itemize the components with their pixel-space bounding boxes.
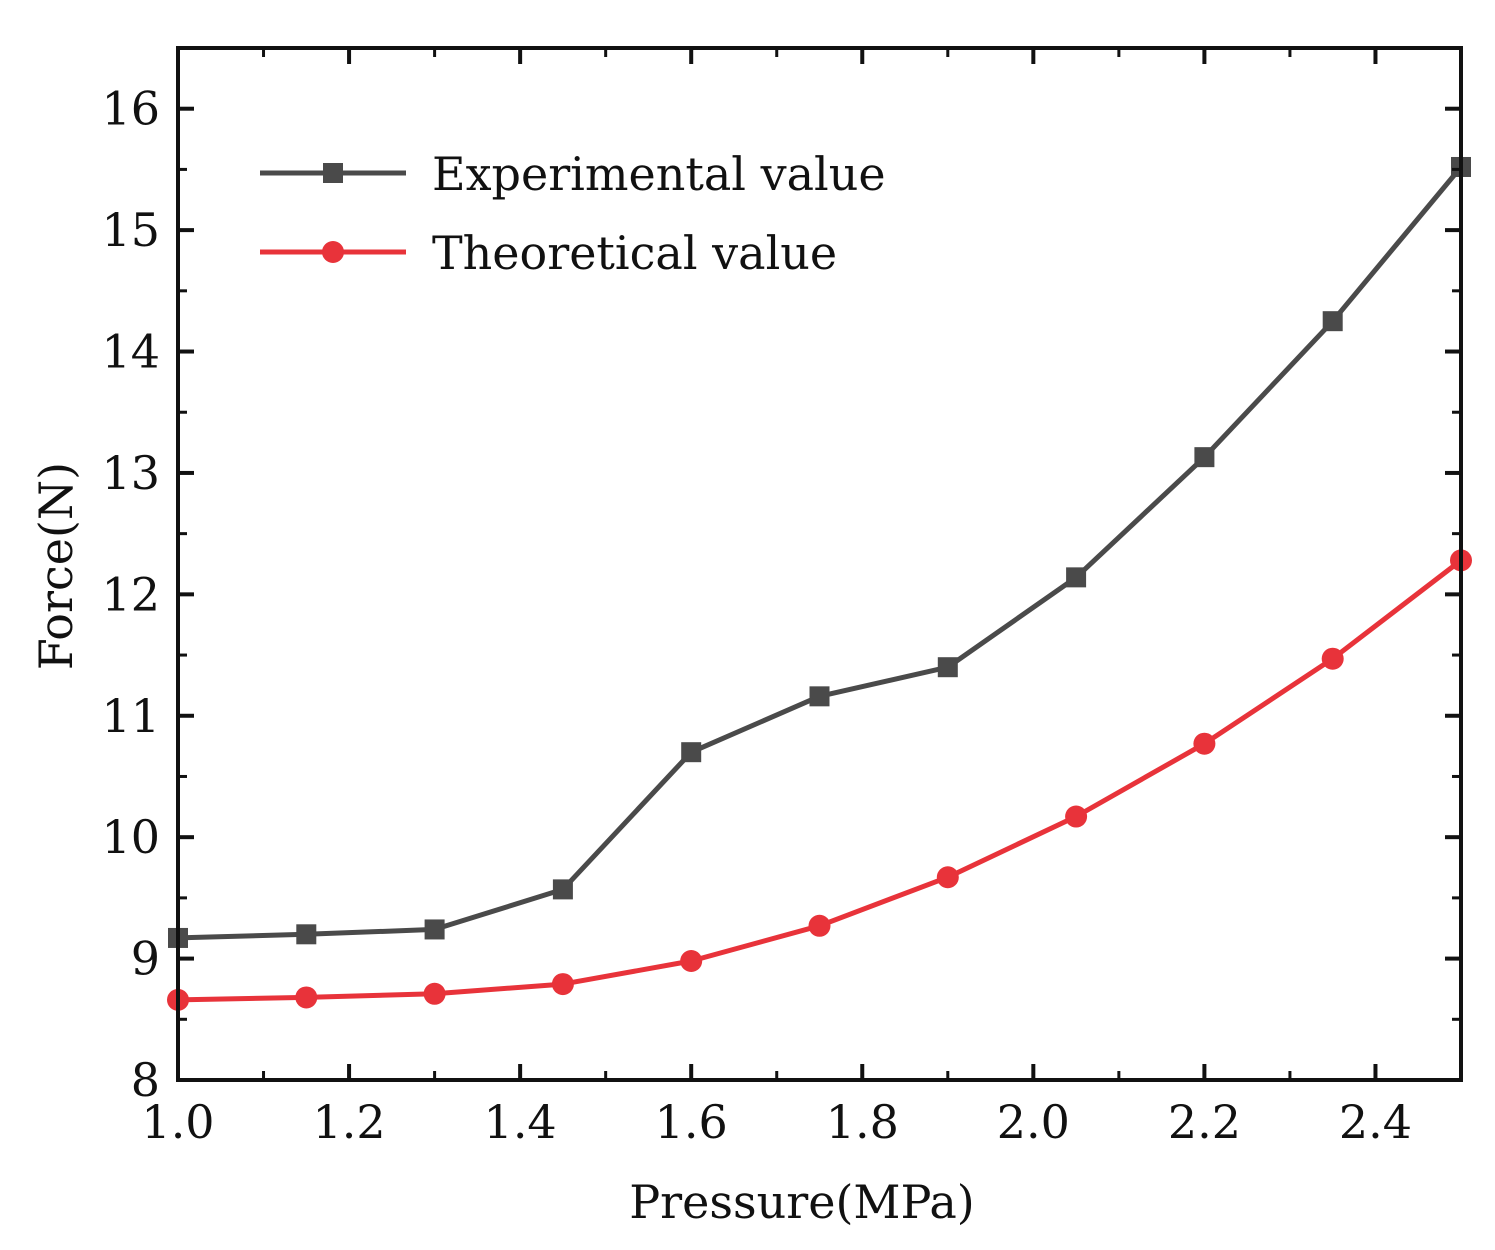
data-point-theoretical-value bbox=[808, 914, 831, 937]
x-tick-label: 1.4 bbox=[484, 1095, 557, 1149]
y-tick-label: 10 bbox=[101, 810, 160, 864]
data-point-experimental-value bbox=[1066, 567, 1087, 588]
legend-label-theoretical-value: Theoretical value bbox=[432, 226, 837, 280]
data-point-theoretical-value bbox=[551, 973, 574, 996]
legend-label-experimental-value: Experimental value bbox=[432, 147, 886, 201]
y-tick-label: 14 bbox=[101, 325, 160, 379]
series-line-experimental-value bbox=[177, 165, 1463, 941]
y-tick-label: 15 bbox=[101, 203, 160, 257]
plot-marks bbox=[167, 156, 1472, 1011]
data-point-theoretical-value bbox=[295, 986, 318, 1009]
data-point-experimental-value bbox=[424, 919, 445, 940]
data-point-theoretical-value bbox=[1193, 732, 1216, 755]
x-axis-title: Pressure(MPa) bbox=[629, 1175, 975, 1229]
x-tick-label: 1.6 bbox=[655, 1095, 728, 1149]
data-point-experimental-value bbox=[296, 924, 317, 945]
y-tick-label: 9 bbox=[131, 932, 160, 986]
x-tick-label: 2.2 bbox=[1168, 1095, 1241, 1149]
data-point-theoretical-value bbox=[936, 866, 959, 889]
data-point-experimental-value bbox=[552, 879, 573, 900]
y-tick-label: 16 bbox=[101, 82, 160, 136]
data-point-theoretical-value bbox=[1065, 805, 1088, 828]
y-axis-title: Force(N) bbox=[29, 462, 83, 670]
data-point-theoretical-value bbox=[1321, 647, 1344, 670]
data-point-experimental-value bbox=[937, 657, 958, 678]
x-tick-label: 1.0 bbox=[141, 1095, 214, 1149]
data-point-experimental-value bbox=[1194, 447, 1215, 468]
legend: Experimental value Theoretical value bbox=[260, 147, 886, 280]
plot-frame bbox=[176, 46, 1463, 1082]
y-tick-label: 13 bbox=[101, 446, 160, 500]
data-point-theoretical-value bbox=[423, 982, 446, 1005]
x-tick-label: 2.4 bbox=[1339, 1095, 1412, 1149]
y-tick-label: 8 bbox=[131, 1053, 160, 1107]
axis-ticks: 1.0 1.2 1.4 1.6 1.8 2.0 2.2 2.4 8 9 10 11 12 13 14 15 16 bbox=[101, 48, 1461, 1149]
x-tick-label: 1.8 bbox=[826, 1095, 899, 1149]
data-point-experimental-value bbox=[809, 686, 830, 707]
legend-marker-experimental-value bbox=[323, 163, 343, 183]
data-point-experimental-value bbox=[1322, 311, 1343, 332]
y-tick-label: 12 bbox=[101, 567, 160, 621]
y-tick-label: 11 bbox=[101, 689, 160, 743]
x-tick-label: 1.2 bbox=[312, 1095, 385, 1149]
data-point-theoretical-value bbox=[680, 950, 703, 973]
x-tick-label: 2.0 bbox=[997, 1095, 1070, 1149]
legend-marker-theoretical-value bbox=[322, 241, 344, 263]
data-point-experimental-value bbox=[681, 742, 702, 763]
